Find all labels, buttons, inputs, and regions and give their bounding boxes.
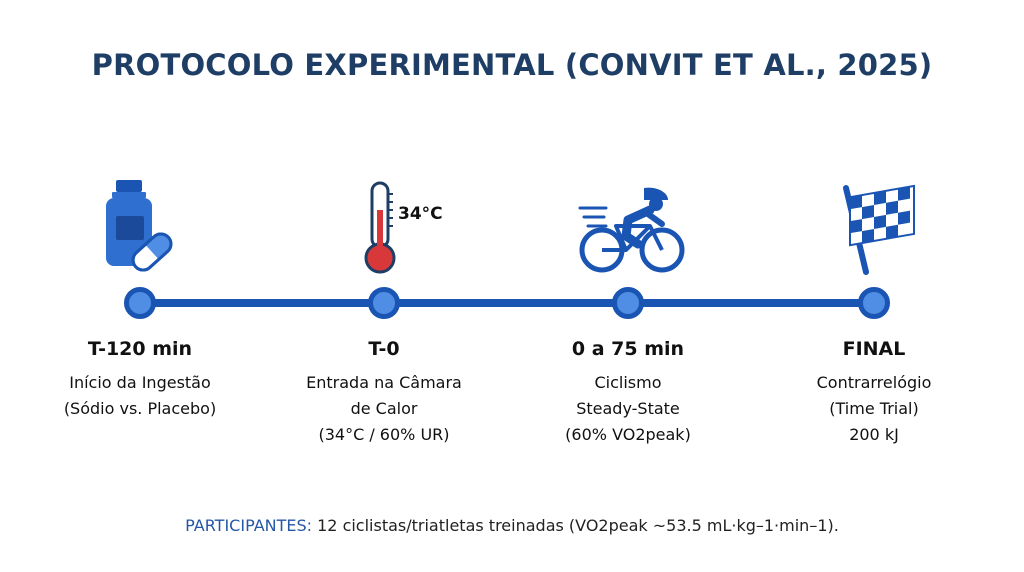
- step-description: Entrada na Câmara de Calor (34°C / 60% U…: [306, 373, 462, 444]
- thermometer-temperature-label: 34°C: [398, 204, 443, 224]
- page-title: PROTOCOLO EXPERIMENTAL (CONVIT ET AL., 2…: [91, 48, 933, 82]
- step-description: Ciclismo Steady-State (60% VO2peak): [565, 373, 691, 444]
- step-description: Início da Ingestão (Sódio vs. Placebo): [63, 373, 217, 418]
- participants-text: 12 ciclistas/triatletas treinadas (VO2pe…: [312, 516, 839, 535]
- timeline-dot-1: [124, 287, 156, 319]
- step-label: FINAL: [842, 338, 906, 360]
- step-t-120: T-120 min Início da Ingestão (Sódio vs. …: [30, 338, 250, 422]
- timeline-dot-4: [858, 287, 890, 319]
- cyclist-icon: [578, 187, 685, 273]
- step-label: T-120 min: [87, 338, 193, 360]
- step-label: 0 a 75 min: [571, 338, 685, 360]
- timeline-dot-3: [612, 287, 644, 319]
- step-label: T-0: [368, 338, 400, 360]
- step-t-0: T-0 Entrada na Câmara de Calor (34°C / 6…: [274, 338, 494, 448]
- timeline-dot-2: [368, 287, 400, 319]
- supplement-bottle-pill-icon: [106, 180, 173, 272]
- timeline-line: [140, 299, 877, 307]
- thermometer-icon: [364, 181, 396, 274]
- step-final: FINAL Contrarrelógio (Time Trial) 200 kJ: [764, 338, 984, 448]
- step-0-75-min: 0 a 75 min Ciclismo Steady-State (60% VO…: [518, 338, 738, 448]
- participants-label: PARTICIPANTES:: [185, 516, 313, 535]
- step-description: Contrarrelógio (Time Trial) 200 kJ: [816, 373, 932, 444]
- checkered-flag-icon: [843, 184, 915, 275]
- participants-note: PARTICIPANTES: 12 ciclistas/triatletas t…: [0, 516, 1024, 535]
